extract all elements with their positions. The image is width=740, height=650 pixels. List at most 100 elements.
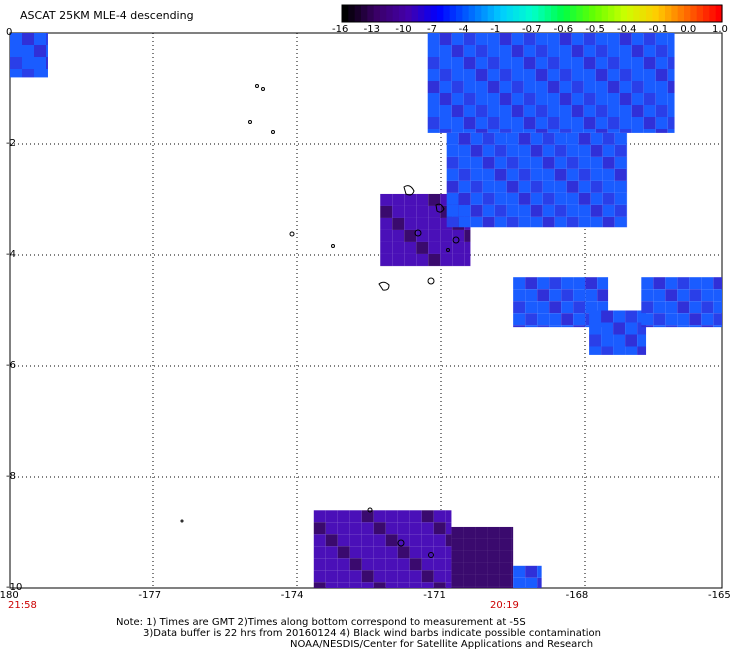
wind-cell (446, 168, 459, 181)
wind-cell (578, 192, 591, 205)
wind-cell (537, 277, 550, 290)
wind-cell (34, 45, 46, 57)
wind-cell (589, 310, 602, 323)
wind-cell (511, 81, 524, 93)
wind-cell (511, 93, 524, 105)
wind-cell (559, 33, 572, 45)
wind-cell (518, 204, 531, 217)
colorbar-segment (354, 5, 362, 22)
wind-cell (325, 582, 338, 588)
wind-cell (518, 192, 531, 205)
wind-cell (452, 241, 465, 254)
wind-cell (601, 322, 614, 335)
wind-cell (643, 117, 656, 129)
wind-cell (385, 582, 398, 588)
wind-cell (653, 325, 666, 328)
wind-cell (427, 57, 440, 69)
wind-cell (475, 562, 488, 575)
wind-cell (554, 168, 567, 181)
wind-cell (494, 156, 507, 169)
colorbar-segment (601, 5, 609, 22)
time-left: 21:58 (8, 600, 37, 611)
wind-cell (451, 129, 464, 133)
wind-cell (506, 204, 519, 217)
wind-cell (641, 289, 654, 302)
wind-cell (487, 105, 500, 117)
wind-cell (416, 241, 429, 254)
wind-cell (506, 216, 519, 228)
wind-cell (571, 93, 584, 105)
colorbar-segment (380, 5, 387, 22)
wind-cell (589, 334, 602, 347)
wind-cell (595, 45, 608, 57)
colorbar-label: 0.0 (680, 24, 697, 35)
wind-cell (535, 33, 548, 45)
wind-cell (643, 105, 656, 117)
wind-cell (463, 45, 476, 57)
wind-cell (559, 105, 572, 117)
wind-cell (559, 81, 572, 93)
wind-cell (22, 69, 34, 78)
wind-cell (416, 205, 429, 218)
wind-cell (487, 129, 500, 133)
wind-cell (643, 93, 656, 105)
wind-cell (713, 301, 722, 314)
wind-cell (559, 69, 572, 81)
wind-cell (578, 168, 591, 181)
wind-cell (571, 69, 584, 81)
wind-cell (392, 217, 405, 230)
colorbar-segment (614, 5, 622, 22)
wind-cell (571, 117, 584, 129)
wind-cell (530, 144, 543, 157)
wind-cell (614, 180, 627, 193)
wind-cell (554, 192, 567, 205)
colorbar-segment (500, 5, 508, 22)
wind-cell (677, 325, 690, 328)
wind-cell (361, 522, 374, 535)
wind-cell (458, 132, 471, 145)
wind-cell (487, 57, 500, 69)
wind-cell (433, 582, 446, 588)
wind-cell (547, 69, 560, 81)
wind-cell (578, 216, 591, 228)
colorbar-segment (506, 5, 514, 22)
colorbar-label: -0.1 (648, 24, 669, 35)
wind-cell (482, 216, 495, 228)
wind-cell (619, 45, 632, 57)
colorbar-segment (658, 5, 666, 22)
wind-cell (595, 129, 608, 133)
y-tick-label: -8 (6, 471, 16, 482)
colorbar-segment (639, 5, 647, 22)
wind-cell (373, 558, 386, 571)
wind-cell (392, 253, 405, 266)
wind-cell (631, 93, 644, 105)
wind-cell (655, 117, 668, 129)
wind-cell (523, 105, 536, 117)
wind-cell (601, 310, 614, 323)
wind-cell (361, 558, 374, 571)
wind-cell (446, 180, 459, 193)
wind-cell (511, 69, 524, 81)
wind-cell (373, 510, 386, 523)
wind-cell (641, 313, 654, 326)
wind-cell (655, 105, 668, 117)
colorbar-segment (582, 5, 590, 22)
y-tick-label: -2 (6, 138, 16, 149)
wind-cell (653, 313, 666, 326)
wind-cell (655, 81, 668, 93)
wind-cell (518, 216, 531, 228)
wind-cell (566, 144, 579, 157)
wind-cell (487, 574, 500, 587)
wind-cell (446, 192, 459, 205)
wind-cell (421, 582, 434, 588)
wind-cell (506, 168, 519, 181)
wind-cell (463, 550, 476, 563)
wind-cell (665, 325, 678, 328)
wind-cell (595, 93, 608, 105)
wind-cell (494, 192, 507, 205)
colorbar-frame (341, 4, 723, 23)
wind-cell (597, 301, 609, 314)
wind-cell (463, 93, 476, 105)
colorbar-segment (671, 5, 679, 22)
wind-cell (499, 526, 512, 539)
